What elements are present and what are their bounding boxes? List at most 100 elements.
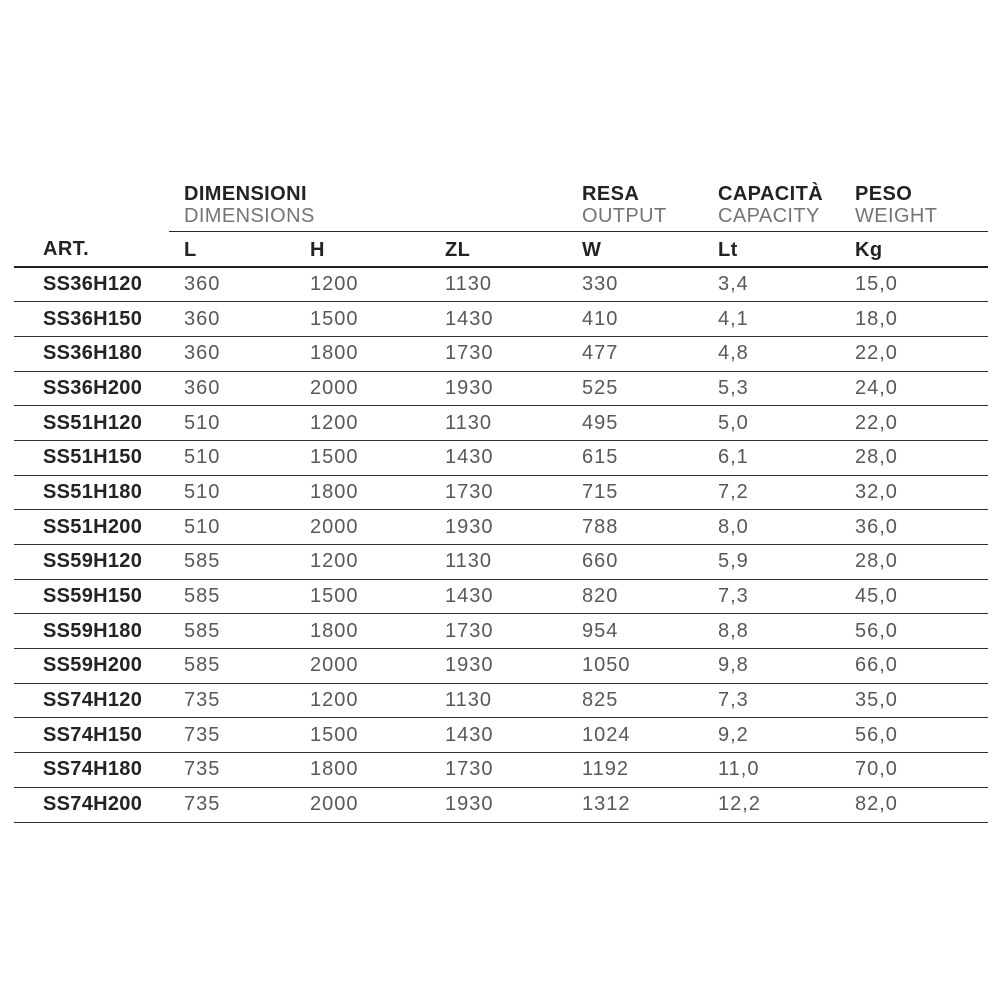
value-cell: 1430 — [430, 579, 567, 615]
value-cell: 12,2 — [703, 787, 840, 823]
table-row: SS59H150 585 1500 1430 820 7,3 45,0 — [14, 579, 988, 615]
value-cell: 24,0 — [840, 371, 988, 407]
value-cell: 1200 — [295, 544, 430, 580]
article-code-cell: SS74H180 — [14, 752, 169, 788]
value-cell: 2000 — [295, 648, 430, 684]
value-cell: 1430 — [430, 717, 567, 754]
value-cell: 1192 — [567, 752, 703, 788]
column-header-art: ART. — [14, 231, 169, 268]
value-cell: 7,2 — [703, 475, 840, 511]
article-code-cell: SS59H120 — [14, 544, 169, 580]
value-cell: 22,0 — [840, 336, 988, 372]
value-cell: 735 — [169, 752, 295, 788]
value-cell: 510 — [169, 405, 295, 441]
group-header-capacity: CAPACITÀ CAPACITY — [703, 175, 840, 232]
value-cell: 2000 — [295, 787, 430, 823]
value-cell: 1800 — [295, 613, 430, 650]
table-row: SS51H200 510 2000 1930 788 8,0 36,0 — [14, 509, 988, 545]
value-cell: 1500 — [295, 440, 430, 476]
value-cell: 9,2 — [703, 717, 840, 754]
value-cell: 70,0 — [840, 752, 988, 788]
value-cell: 82,0 — [840, 787, 988, 823]
value-cell: 330 — [567, 267, 703, 303]
value-cell: 4,8 — [703, 336, 840, 372]
table-row: SS74H180 735 1800 1730 1192 11,0 70,0 — [14, 752, 988, 788]
value-cell: 510 — [169, 475, 295, 511]
value-cell: 32,0 — [840, 475, 988, 511]
column-header-h: H — [295, 231, 430, 268]
value-cell: 1930 — [430, 787, 567, 823]
value-cell: 5,0 — [703, 405, 840, 441]
value-cell: 735 — [169, 787, 295, 823]
value-cell: 3,4 — [703, 267, 840, 303]
value-cell: 585 — [169, 544, 295, 580]
value-cell: 1800 — [295, 752, 430, 788]
value-cell: 56,0 — [840, 613, 988, 650]
group-label-primary: PESO — [855, 183, 913, 205]
value-cell: 585 — [169, 648, 295, 684]
value-cell: 1200 — [295, 405, 430, 441]
value-cell: 825 — [567, 683, 703, 719]
value-cell: 1430 — [430, 440, 567, 476]
value-cell: 2000 — [295, 509, 430, 545]
value-cell: 5,9 — [703, 544, 840, 580]
spec-table-container: DIMENSIONI DIMENSIONS RESA OUTPUT CAPACI… — [14, 175, 988, 823]
article-code-cell: SS51H150 — [14, 440, 169, 476]
value-cell: 495 — [567, 405, 703, 441]
column-header-zl: ZL — [430, 231, 567, 268]
value-cell: 45,0 — [840, 579, 988, 615]
value-cell: 820 — [567, 579, 703, 615]
value-cell: 510 — [169, 440, 295, 476]
value-cell: 1500 — [295, 301, 430, 337]
table-row: SS59H120 585 1200 1130 660 5,9 28,0 — [14, 544, 988, 580]
article-code-cell: SS36H120 — [14, 267, 169, 303]
value-cell: 477 — [567, 336, 703, 372]
article-code-cell: SS36H150 — [14, 301, 169, 337]
value-cell: 1800 — [295, 475, 430, 511]
value-cell: 1130 — [430, 544, 567, 580]
value-cell: 18,0 — [840, 301, 988, 337]
value-cell: 22,0 — [840, 405, 988, 441]
article-code-cell: SS51H200 — [14, 509, 169, 545]
article-code-cell: SS74H120 — [14, 683, 169, 719]
group-label-primary: DIMENSIONI — [184, 183, 307, 205]
value-cell: 1130 — [430, 405, 567, 441]
value-cell: 15,0 — [840, 267, 988, 303]
table-head: DIMENSIONI DIMENSIONS RESA OUTPUT CAPACI… — [14, 175, 988, 268]
value-cell: 66,0 — [840, 648, 988, 684]
value-cell: 1730 — [430, 613, 567, 650]
value-cell: 56,0 — [840, 717, 988, 754]
value-cell: 360 — [169, 371, 295, 407]
value-cell: 1500 — [295, 579, 430, 615]
value-cell: 8,0 — [703, 509, 840, 545]
table-body: SS36H120 360 1200 1130 330 3,4 15,0 SS36H150 360… — [14, 267, 988, 823]
value-cell: 360 — [169, 336, 295, 372]
group-label-secondary: WEIGHT — [855, 205, 938, 227]
value-cell: 1200 — [295, 683, 430, 719]
value-cell: 1200 — [295, 267, 430, 303]
article-code-cell: SS74H200 — [14, 787, 169, 823]
table-row: SS36H150 360 1500 1430 410 4,1 18,0 — [14, 301, 988, 337]
group-header-weight: PESO WEIGHT — [840, 175, 988, 232]
article-code-cell: SS36H180 — [14, 336, 169, 372]
column-header-kg: Kg — [840, 231, 988, 268]
table-row: SS36H200 360 2000 1930 525 5,3 24,0 — [14, 371, 988, 407]
value-cell: 1930 — [430, 648, 567, 684]
article-code-cell: SS51H120 — [14, 405, 169, 441]
value-cell: 360 — [169, 267, 295, 303]
table-row: SS74H150 735 1500 1430 1024 9,2 56,0 — [14, 717, 988, 754]
value-cell: 1430 — [430, 301, 567, 337]
value-cell: 1500 — [295, 717, 430, 754]
group-label-primary: RESA — [582, 183, 640, 205]
value-cell: 1930 — [430, 371, 567, 407]
table-row: SS36H120 360 1200 1130 330 3,4 15,0 — [14, 267, 988, 303]
group-header-row: DIMENSIONI DIMENSIONS RESA OUTPUT CAPACI… — [14, 175, 988, 232]
value-cell: 788 — [567, 509, 703, 545]
table-row: SS74H120 735 1200 1130 825 7,3 35,0 — [14, 683, 988, 719]
value-cell: 28,0 — [840, 440, 988, 476]
table-row: SS59H180 585 1800 1730 954 8,8 56,0 — [14, 613, 988, 650]
value-cell: 2000 — [295, 371, 430, 407]
table-row: SS36H180 360 1800 1730 477 4,8 22,0 — [14, 336, 988, 372]
value-cell: 1930 — [430, 509, 567, 545]
